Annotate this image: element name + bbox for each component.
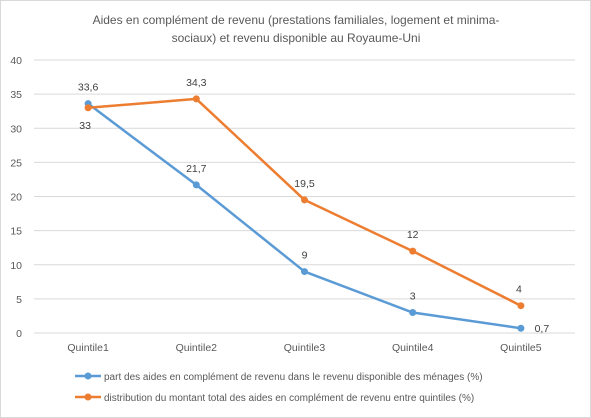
data-label: 0,7 — [535, 323, 550, 335]
data-label: 12 — [407, 229, 419, 241]
data-label: 4 — [516, 284, 522, 296]
series-line — [86, 102, 523, 330]
legend-item-2: distribution du montant total des aides … — [75, 393, 474, 404]
data-label: 33 — [79, 120, 91, 132]
x-tick-label: Quintile3 — [284, 342, 326, 354]
data-point — [409, 309, 417, 317]
data-label: 33,6 — [78, 82, 99, 94]
x-axis-ticks: Quintile1 Quintile2 Quintile3 Quintile4 Quin… — [67, 342, 541, 354]
y-tick-label: 35 — [10, 89, 22, 101]
legend-item-1: part des aides en complément de revenu d… — [75, 372, 483, 383]
legend-label: distribution du montant total des aides … — [104, 393, 474, 404]
legend-marker — [84, 393, 92, 401]
data-label: 19,5 — [294, 178, 315, 190]
series-group: 33,6 21,7 9 3 0,7 33 34,3 19,5 12 4 — [78, 77, 549, 335]
chart-title-line-2: sociaux) et revenu disponible au Royaume… — [172, 31, 421, 45]
legend-label: part des aides en complément de revenu d… — [104, 372, 483, 383]
legend-marker — [84, 372, 92, 380]
data-point — [301, 196, 308, 204]
x-tick-label: Quintile5 — [500, 342, 542, 354]
chart-title-line-1: Aides en complément de revenu (prestatio… — [93, 13, 500, 27]
y-tick-label: 5 — [16, 294, 22, 306]
data-point — [517, 302, 525, 310]
data-point — [409, 247, 417, 255]
y-tick-label: 0 — [16, 328, 22, 340]
y-tick-label: 30 — [10, 123, 22, 135]
series-1: 33,6 21,7 9 3 0,7 — [78, 82, 549, 336]
data-point — [517, 324, 525, 332]
y-axis-ticks: 0 5 10 15 20 25 30 35 40 — [10, 55, 22, 340]
x-tick-label: Quintile4 — [392, 342, 434, 354]
y-tick-label: 25 — [10, 157, 22, 169]
gridlines — [34, 59, 575, 334]
data-point — [301, 268, 308, 276]
x-tick-label: Quintile1 — [67, 342, 109, 354]
y-tick-label: 20 — [10, 192, 22, 204]
legend: part des aides en complément de revenu d… — [75, 372, 483, 404]
data-label: 34,3 — [186, 77, 207, 89]
data-point — [84, 104, 92, 112]
data-label: 9 — [302, 250, 308, 262]
data-point — [192, 181, 200, 189]
data-point — [192, 95, 200, 103]
y-tick-label: 10 — [10, 260, 22, 272]
series-2: 33 34,3 19,5 12 4 — [79, 77, 525, 310]
y-tick-label: 15 — [10, 226, 22, 238]
x-tick-label: Quintile2 — [176, 342, 218, 354]
data-label: 3 — [410, 291, 416, 303]
data-label: 21,7 — [186, 163, 207, 175]
y-tick-label: 40 — [10, 55, 22, 67]
